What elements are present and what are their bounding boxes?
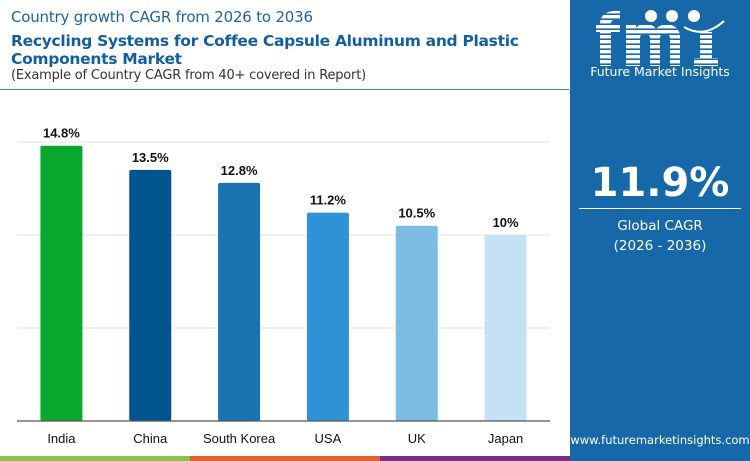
x-tick-label: India — [47, 431, 76, 446]
x-tick-label: South Korea — [203, 431, 276, 446]
logo-text: Future Market Insights — [590, 64, 730, 79]
bar-chart: 14.8% India 13.5% China 12.8% South Korea 11.2… — [17, 126, 550, 446]
chart-header: Country growth CAGR from 2026 to 2036 Re… — [0, 0, 569, 90]
bar-china — [129, 169, 172, 421]
x-tick-label: USA — [315, 431, 342, 446]
data-label: 10% — [493, 215, 519, 230]
bar-south-korea — [218, 182, 261, 421]
global-cagr-period: (2026 - 2036) — [613, 238, 707, 254]
chart-subtitle: Country growth CAGR from 2026 to 2036 — [11, 8, 313, 26]
data-label: 14.8% — [43, 126, 80, 141]
x-tick-label: UK — [408, 431, 426, 446]
global-cagr-value: 11.9% — [590, 160, 730, 206]
chart-title: Recycling Systems for Coffee Capsule Alu… — [11, 32, 519, 68]
website-link[interactable]: www.futuremarketinsights.com — [570, 433, 750, 447]
data-label: 12.8% — [221, 163, 258, 178]
x-tick-label: China — [133, 431, 168, 446]
side-panel: Future Market Insights 11.9% Global CAGR… — [570, 0, 750, 461]
footer-stripe-orange — [190, 456, 380, 461]
data-label: 10.5% — [398, 206, 435, 221]
bar-japan — [484, 235, 527, 421]
bar-usa — [306, 212, 349, 421]
divider — [579, 208, 741, 209]
footer-stripe-purple — [380, 456, 570, 461]
footer-stripe-green — [0, 456, 190, 461]
data-label: 13.5% — [132, 150, 169, 165]
x-tick-label: Japan — [488, 431, 523, 446]
chart-note: (Example of Country CAGR from 40+ covere… — [11, 68, 366, 83]
bar-uk — [395, 225, 438, 421]
global-cagr-label: Global CAGR — [617, 218, 703, 234]
data-label: 11.2% — [310, 193, 347, 208]
fmi-logo — [596, 10, 725, 66]
bar-india — [40, 145, 83, 421]
